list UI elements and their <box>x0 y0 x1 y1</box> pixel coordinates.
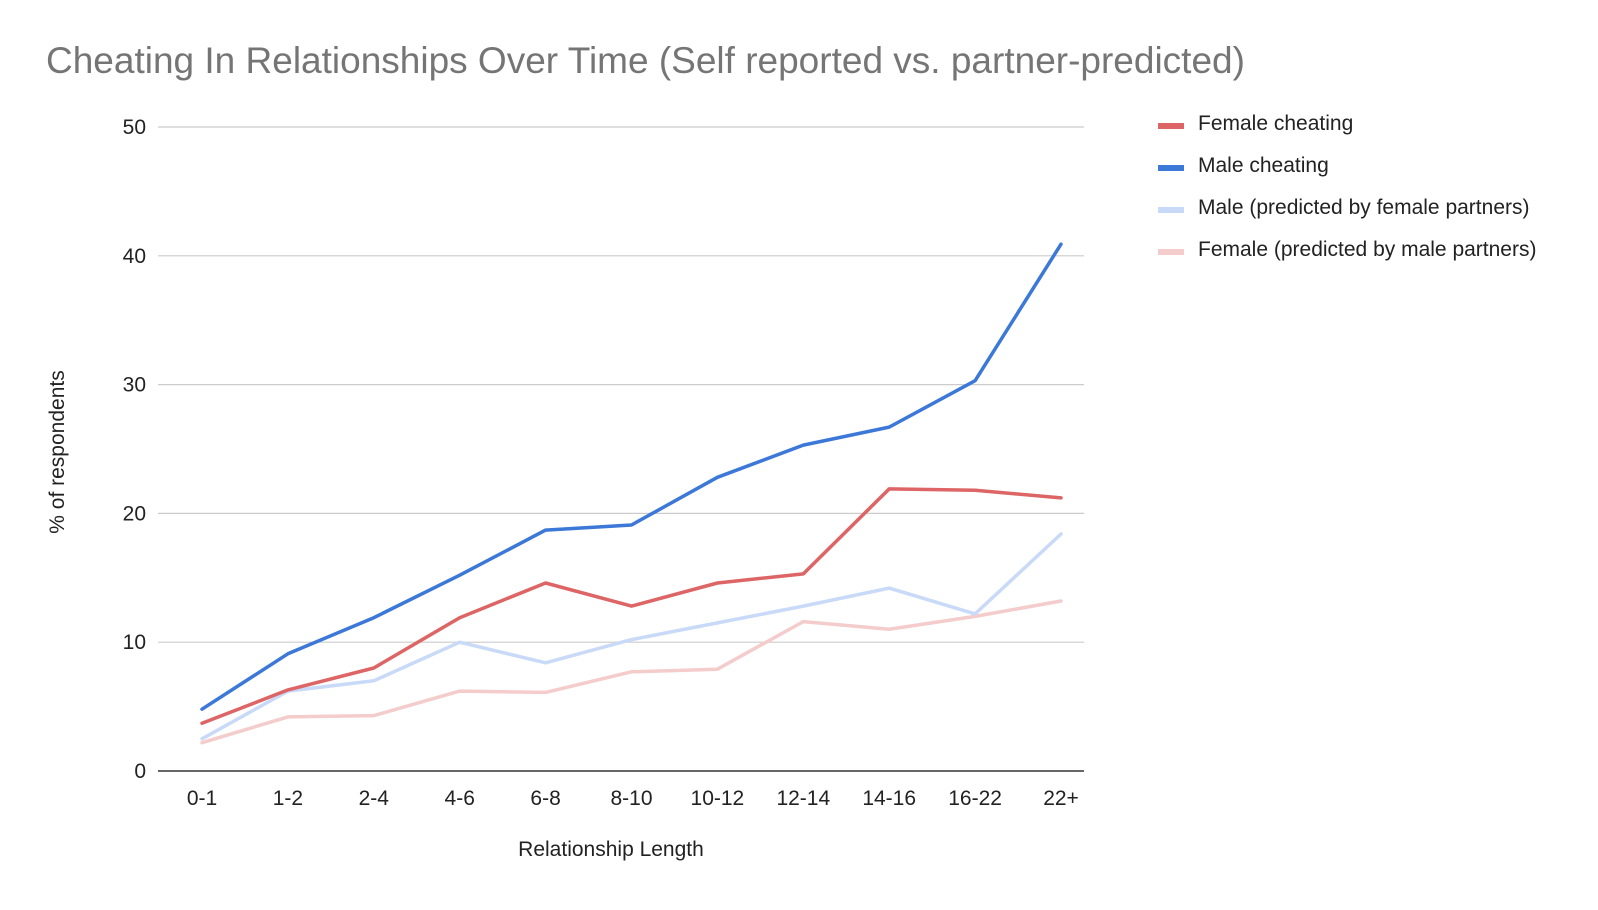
x-tick-label: 2-4 <box>359 787 390 810</box>
x-tick-label: 12-14 <box>776 787 830 810</box>
x-axis-title: Relationship Length <box>518 838 704 861</box>
legend: Female cheating Male cheating Male (predic… <box>1158 112 1578 280</box>
y-axis-ticks: 0 10 20 30 40 50 <box>123 116 146 783</box>
legend-swatch <box>1158 165 1184 171</box>
x-axis-ticks: 0-1 1-2 2-4 4-6 6-8 8-10 10-12 12-14 14-16 16-22 2… <box>187 787 1079 810</box>
legend-label: Male (predicted by female partners) <box>1198 196 1530 219</box>
y-tick-label: 50 <box>123 116 146 139</box>
series-line-3 <box>200 532 1063 741</box>
y-tick-label: 0 <box>134 760 146 783</box>
y-tick-label: 30 <box>123 374 146 397</box>
legend-label: Female cheating <box>1198 112 1354 135</box>
legend-item[interactable]: Female cheating <box>1158 112 1578 136</box>
legend-label: Male cheating <box>1198 154 1329 177</box>
legend-swatch <box>1158 249 1184 255</box>
series-line-2 <box>200 242 1063 711</box>
legend-swatch <box>1158 207 1184 213</box>
x-tick-label: 8-10 <box>610 787 652 810</box>
chart-title: Cheating In Relationships Over Time (Sel… <box>46 40 1245 81</box>
x-tick-label: 14-16 <box>862 787 916 810</box>
legend-item[interactable]: Male (predicted by female partners) <box>1158 196 1578 220</box>
x-tick-label: 22+ <box>1043 787 1079 810</box>
x-tick-label: 6-8 <box>530 787 560 810</box>
y-tick-label: 20 <box>123 502 146 525</box>
series-lines <box>200 242 1063 745</box>
x-tick-label: 1-2 <box>273 787 303 810</box>
series-line-4 <box>200 599 1063 745</box>
legend-item[interactable]: Female (predicted by male partners) <box>1158 238 1578 262</box>
series-line-1 <box>200 487 1063 726</box>
y-tick-label: 10 <box>123 631 146 654</box>
legend-label: Female (predicted by male partners) <box>1198 238 1537 261</box>
x-tick-label: 0-1 <box>187 787 217 810</box>
x-tick-label: 10-12 <box>691 787 745 810</box>
y-axis-title: % of respondents <box>46 370 69 533</box>
x-tick-label: 16-22 <box>948 787 1002 810</box>
x-tick-label: 4-6 <box>445 787 475 810</box>
gridlines <box>158 126 1084 643</box>
legend-swatch <box>1158 123 1184 129</box>
legend-item[interactable]: Male cheating <box>1158 154 1578 178</box>
y-tick-label: 40 <box>123 245 146 268</box>
